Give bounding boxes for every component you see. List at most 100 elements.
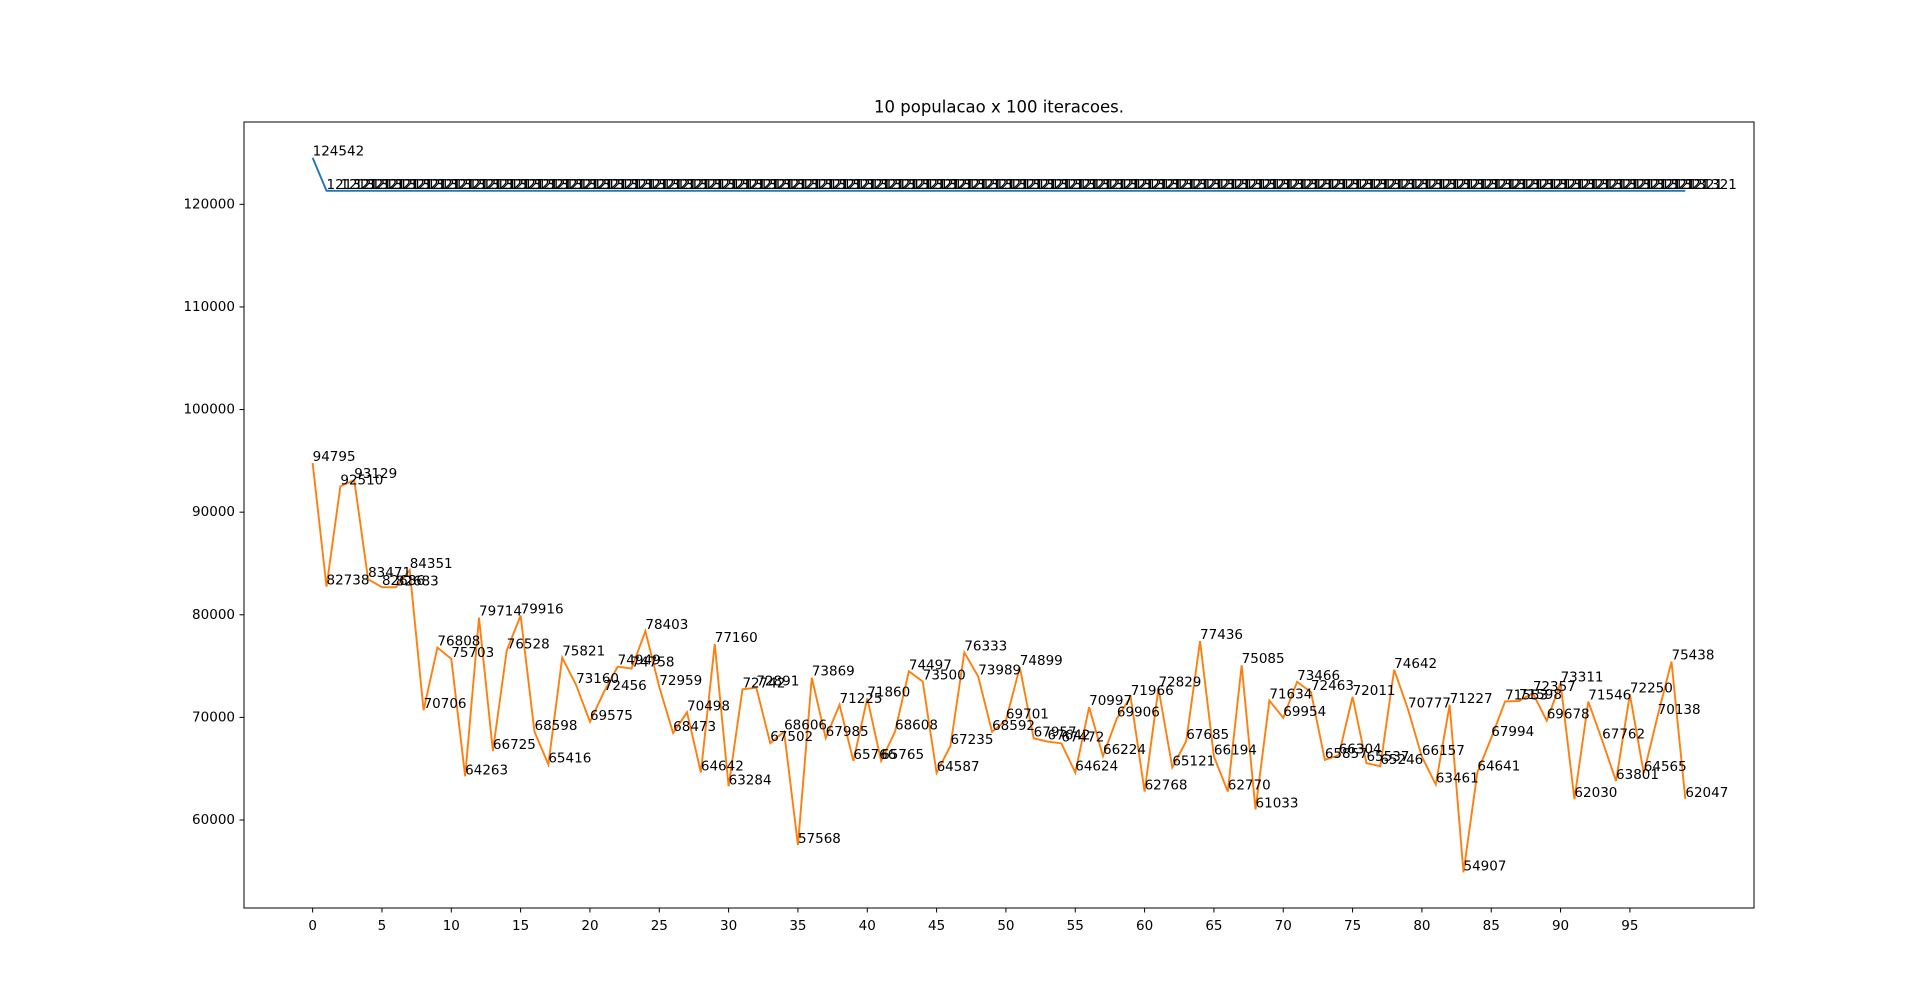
- data-label: 121321: [479, 177, 531, 193]
- data-label: 72959: [659, 673, 702, 689]
- data-label: 72829: [1158, 674, 1201, 690]
- data-label: 121321: [1630, 177, 1682, 193]
- data-label: 121321: [895, 177, 947, 193]
- data-label: 77436: [1200, 627, 1243, 643]
- data-label: 62770: [1228, 778, 1271, 794]
- data-label: 121321: [1311, 177, 1363, 193]
- data-label: 68608: [895, 718, 938, 734]
- data-label: 121321: [1242, 177, 1294, 193]
- data-label: 74899: [1020, 653, 1063, 669]
- data-label: 63801: [1616, 767, 1659, 783]
- data-label: 121321: [1006, 177, 1058, 193]
- data-label: 121321: [812, 177, 864, 193]
- data-label: 121321: [1145, 177, 1197, 193]
- data-label: 66725: [493, 737, 536, 753]
- data-label: 121321: [1491, 177, 1543, 193]
- data-label: 121321: [867, 177, 919, 193]
- data-label: 121321: [1283, 177, 1335, 193]
- data-label: 64565: [1644, 759, 1687, 775]
- data-label: 67502: [770, 729, 813, 745]
- data-label: 72463: [1311, 678, 1354, 694]
- data-label: 121321: [1325, 177, 1377, 193]
- data-label: 121321: [687, 177, 739, 193]
- data-label: 67994: [1491, 724, 1534, 740]
- data-label: 68592: [992, 718, 1035, 734]
- data-label: 121321: [493, 177, 545, 193]
- data-label: 64624: [1075, 759, 1118, 775]
- data-label: 121321: [424, 177, 476, 193]
- data-label: 121321: [340, 177, 392, 193]
- data-label: 73989: [978, 662, 1021, 678]
- data-label: 121321: [770, 177, 822, 193]
- data-label: 63284: [729, 772, 772, 788]
- data-label: 61033: [1256, 795, 1299, 811]
- data-label: 121321: [1228, 177, 1280, 193]
- data-label: 121321: [715, 177, 767, 193]
- chart-title: 10 populacao x 100 iteracoes.: [874, 98, 1124, 117]
- data-label: 93129: [354, 466, 397, 482]
- data-label: 121321: [354, 177, 406, 193]
- data-label: 64587: [937, 759, 980, 775]
- data-label: 67985: [826, 724, 869, 740]
- data-label: 121321: [853, 177, 905, 193]
- data-label: 71860: [867, 684, 910, 700]
- data-label: 121321: [1450, 177, 1502, 193]
- data-label: 73160: [576, 671, 619, 687]
- data-label: 73869: [812, 664, 855, 680]
- data-label: 121321: [507, 177, 559, 193]
- data-label: 82683: [396, 573, 439, 589]
- x-tick-label: 5: [378, 918, 387, 934]
- data-label: 121321: [909, 177, 961, 193]
- data-label: 57568: [798, 831, 841, 847]
- data-label: 71634: [1269, 687, 1312, 703]
- data-label: 121321: [756, 177, 808, 193]
- data-label: 121321: [632, 177, 684, 193]
- data-label: 121321: [437, 177, 489, 193]
- data-label: 74497: [909, 657, 952, 673]
- data-label: 121321: [1505, 177, 1557, 193]
- data-label: 121321: [1020, 177, 1072, 193]
- data-label: 121321: [1172, 177, 1224, 193]
- plot-frame: [243, 121, 1755, 909]
- data-label: 67472: [1061, 729, 1104, 745]
- data-label: 82738: [327, 573, 370, 589]
- data-label: 121321: [590, 177, 642, 193]
- data-label: 65765: [881, 747, 924, 763]
- data-label: 68473: [673, 719, 716, 735]
- x-tick-label: 65: [1205, 918, 1222, 934]
- data-label: 64641: [1477, 758, 1520, 774]
- x-tick-label: 20: [581, 918, 598, 934]
- y-tick-label: 80000: [192, 607, 235, 623]
- data-label: 121321: [881, 177, 933, 193]
- data-label: 84351: [410, 556, 453, 572]
- data-label: 121321: [604, 177, 656, 193]
- data-label: 64263: [465, 762, 508, 778]
- data-label: 121321: [521, 177, 573, 193]
- data-label: 65537: [1366, 749, 1409, 765]
- data-label: 121321: [1186, 177, 1238, 193]
- data-label: 121321: [659, 177, 711, 193]
- data-label: 66224: [1103, 742, 1146, 758]
- x-tick-label: 90: [1552, 918, 1569, 934]
- data-label: 62030: [1574, 785, 1617, 801]
- data-label: 65857: [1325, 746, 1368, 762]
- data-label: 66157: [1422, 743, 1465, 759]
- y-tick-label: 90000: [192, 504, 235, 520]
- data-label: 124542: [313, 144, 365, 160]
- data-label: 71553: [1505, 687, 1548, 703]
- y-tick-label: 100000: [183, 402, 235, 418]
- data-label: 121321: [1464, 177, 1516, 193]
- data-label: 121321: [1408, 177, 1460, 193]
- x-tick-label: 85: [1483, 918, 1500, 934]
- data-label: 121321: [1671, 177, 1723, 193]
- data-label: 121321: [645, 177, 697, 193]
- data-label: 121321: [1048, 177, 1100, 193]
- data-label: 121321: [1256, 177, 1308, 193]
- data-label: 54907: [1464, 858, 1507, 874]
- data-label: 71598: [1519, 687, 1562, 703]
- y-tick-label: 120000: [183, 196, 235, 212]
- data-label: 75085: [1242, 651, 1285, 667]
- data-label: 121321: [576, 177, 628, 193]
- x-tick-label: 40: [859, 918, 876, 934]
